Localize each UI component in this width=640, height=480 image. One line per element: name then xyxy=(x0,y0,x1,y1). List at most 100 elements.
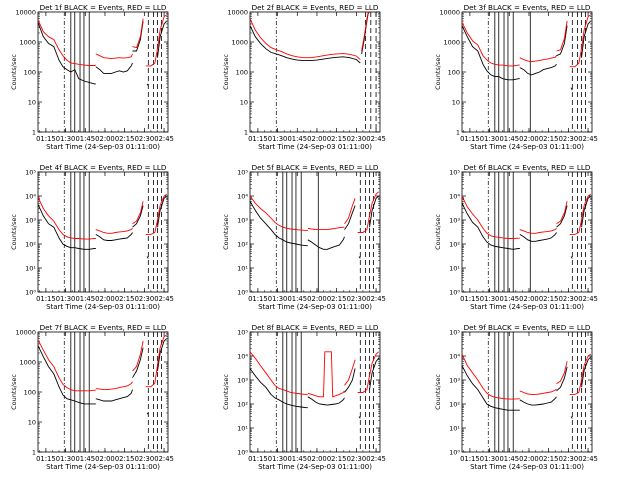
series-events-line xyxy=(556,366,568,392)
series-events-line xyxy=(157,338,167,372)
x-tick-label: 01:45 xyxy=(75,295,95,303)
y-tick-label: 10 xyxy=(240,99,248,107)
series-events-line xyxy=(95,389,133,402)
x-tick-label: 02:45 xyxy=(366,295,386,303)
series-lld-line xyxy=(519,388,557,395)
series-events-line xyxy=(519,64,557,76)
y-tick-label: 1 xyxy=(244,129,248,137)
x-tick-label: 01:15 xyxy=(460,295,480,303)
x-tick-label: 02:15 xyxy=(539,135,559,143)
y-tick-label: 10000 xyxy=(15,9,36,17)
x-tick-label: 01:30 xyxy=(56,135,76,143)
series-events-line xyxy=(369,195,379,228)
x-tick-label: 01:45 xyxy=(75,455,95,463)
x-tick-label: 01:30 xyxy=(480,135,500,143)
series-events-line xyxy=(249,25,361,64)
y-axis-label: Counts/sec xyxy=(10,214,18,250)
x-axis-label: Start Time (24-Sep-03 01:11:00) xyxy=(46,143,160,151)
series-events-line xyxy=(344,368,356,393)
x-tick-label: 01:15 xyxy=(36,295,56,303)
x-tick-label: 01:30 xyxy=(56,455,76,463)
series-events-line xyxy=(307,236,345,250)
series-lld-line xyxy=(556,20,568,52)
chart-title: Det 4f BLACK = Events, RED = LLD xyxy=(40,163,167,172)
y-tick-label: 100 xyxy=(236,69,248,77)
x-tick-label: 02:00 xyxy=(519,135,539,143)
chart-title: Det 5f BLACK = Events, RED = LLD xyxy=(252,163,379,172)
x-tick-label: 01:30 xyxy=(56,295,76,303)
plot-frame xyxy=(249,171,381,293)
panel-det-1: Det 1f BLACK = Events, RED = LLD 1 10 100 10… xyxy=(10,3,174,151)
series-lld-line xyxy=(357,191,379,233)
series-events-line xyxy=(461,365,520,411)
y-tick-label: 10 xyxy=(452,99,460,107)
series-events-line xyxy=(157,195,167,228)
x-tick-label: 02:30 xyxy=(135,455,155,463)
x-tick-label: 02:00 xyxy=(519,295,539,303)
y-tick-label: 10000 xyxy=(439,9,460,17)
y-tick-label: 10¹ xyxy=(237,265,248,273)
x-tick-label: 02:45 xyxy=(154,135,174,143)
series-events-line xyxy=(344,205,356,230)
series-lld-line xyxy=(461,353,520,400)
series-lld-line xyxy=(132,201,144,225)
x-tick-label: 01:30 xyxy=(480,295,500,303)
x-tick-label: 02:15 xyxy=(539,455,559,463)
x-tick-label: 02:00 xyxy=(307,295,327,303)
series-events-line xyxy=(37,204,96,250)
series-lld-line xyxy=(132,340,144,372)
series-lld-line xyxy=(145,334,167,388)
y-tick-label: 10³ xyxy=(449,377,460,385)
plot-frame xyxy=(37,171,169,293)
y-tick-label: 10³ xyxy=(237,217,248,225)
y-tick-label: 10⁵ xyxy=(449,329,460,337)
series-events-line xyxy=(132,347,144,378)
series-lld-line xyxy=(357,351,379,393)
x-tick-label: 02:00 xyxy=(95,295,115,303)
x-tick-label: 02:30 xyxy=(347,135,367,143)
series-lld-line xyxy=(37,339,96,392)
x-tick-label: 02:45 xyxy=(154,455,174,463)
series-events-line xyxy=(556,205,568,228)
series-events-line xyxy=(369,358,380,390)
series-lld-line xyxy=(37,19,96,66)
series-lld-line xyxy=(461,195,520,239)
series-lld-line xyxy=(519,55,557,63)
panel-det-3: Det 3f BLACK = Events, RED = LLD 1 10 100 10… xyxy=(434,3,598,151)
x-tick-label: 01:45 xyxy=(287,135,307,143)
series-lld-line xyxy=(556,361,568,385)
x-tick-label: 02:30 xyxy=(559,295,579,303)
series-events-line xyxy=(146,412,149,415)
y-tick-label: 10⁵ xyxy=(237,329,248,337)
y-tick-label: 1000 xyxy=(19,39,36,47)
chart-title: Det 3f BLACK = Events, RED = LLD xyxy=(464,3,591,12)
series-events-line xyxy=(461,25,520,81)
x-tick-label: 01:15 xyxy=(248,455,268,463)
series-events-line xyxy=(358,416,361,419)
y-tick-label: 1000 xyxy=(443,39,460,47)
x-tick-label: 01:15 xyxy=(36,135,56,143)
series-lld-line xyxy=(361,11,370,52)
y-tick-label: 10⁴ xyxy=(237,353,248,361)
series-events-line xyxy=(132,205,144,228)
y-axis-label: Counts/sec xyxy=(222,54,230,90)
series-lld-line xyxy=(145,14,167,67)
panel-det-6: Det 6f BLACK = Events, RED = LLD 10⁰ 10¹ 10… xyxy=(434,163,598,311)
series-events-line xyxy=(249,201,308,247)
y-tick-label: 10⁴ xyxy=(449,193,460,201)
y-tick-label: 10 xyxy=(28,419,36,427)
y-tick-label: 1000 xyxy=(19,359,36,367)
panel-det-8: Det 8f BLACK = Events, RED = LLD 10⁰ 10¹ 10… xyxy=(222,323,386,471)
x-tick-label: 01:30 xyxy=(268,295,288,303)
x-tick-label: 01:45 xyxy=(499,135,519,143)
series-events-line xyxy=(581,195,591,228)
y-tick-label: 10⁴ xyxy=(449,353,460,361)
series-events-line xyxy=(581,356,592,388)
x-tick-label: 01:15 xyxy=(460,455,480,463)
y-axis-label: Counts/sec xyxy=(222,374,230,410)
x-axis-label: Start Time (24-Sep-03 01:11:00) xyxy=(258,143,372,151)
y-tick-label: 10000 xyxy=(227,9,248,17)
x-tick-label: 02:45 xyxy=(578,295,598,303)
y-tick-label: 10⁴ xyxy=(25,193,36,201)
series-lld-line xyxy=(344,359,356,386)
